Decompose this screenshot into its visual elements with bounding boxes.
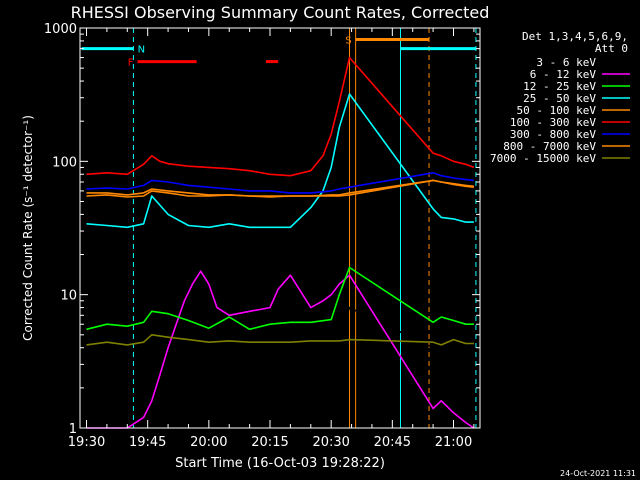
series-line-2	[86, 266, 474, 331]
legend-label-4: 50 - 100 keV	[517, 104, 597, 117]
x-axis-label: Start Time (16-Oct-03 19:28:22)	[175, 456, 385, 471]
series-line-6	[86, 172, 474, 194]
legend-label-3: 25 - 50 keV	[523, 92, 596, 105]
chart-title: RHESSI Observing Summary Count Rates, Co…	[71, 3, 490, 22]
legend-label-8: 7000 - 15000 keV	[490, 152, 596, 165]
legend-header-1: Att 0	[595, 42, 628, 55]
legend-label-6: 300 - 800 keV	[510, 128, 596, 141]
x-tick-label-0: 19:30	[68, 435, 105, 450]
y-tick-label-2: 100	[52, 155, 77, 170]
x-tick-label-1: 19:45	[129, 435, 166, 450]
plot-area: NF S	[81, 28, 477, 429]
series-line-7	[86, 179, 474, 197]
legend-label-5: 100 - 300 keV	[510, 116, 596, 129]
legend-header-0: Det 1,3,4,5,6,9,	[522, 30, 628, 43]
y-axis: 1 10 100 1000	[44, 22, 480, 437]
legend-label-0: 3 - 6 keV	[536, 56, 596, 69]
legend-label-2: 12 - 25 keV	[523, 80, 596, 93]
series-line-3	[86, 93, 474, 229]
series-line-5	[86, 56, 475, 177]
flag-label-0: N	[138, 45, 145, 56]
legend-label-1: 6 - 12 keV	[530, 68, 597, 81]
y-tick-label-1: 10	[60, 289, 77, 304]
x-tick-label-2: 20:00	[190, 435, 227, 450]
plot-frame	[79, 27, 481, 429]
series-line-8	[86, 333, 474, 346]
y-tick-label-3: 1000	[44, 22, 77, 37]
legend-label-7: 800 - 7000 keV	[503, 140, 596, 153]
x-tick-label-5: 20:45	[374, 435, 411, 450]
y-axis-label: Corrected Count Rate (s⁻¹ detector⁻¹)	[21, 115, 35, 341]
series-line-1	[86, 270, 475, 429]
flag-label-1: F	[128, 58, 134, 69]
footer-date: 24-Oct-2021 11:31	[560, 469, 636, 478]
flag-label-3: S	[345, 35, 351, 46]
x-tick-label-3: 20:15	[251, 435, 288, 450]
y-tick-label-0: 1	[69, 422, 77, 437]
x-tick-label-6: 21:00	[435, 435, 472, 450]
x-tick-label-4: 20:30	[312, 435, 349, 450]
x-axis: 19:30 19:45 20:00 20:15 20:30 20:45 21:00	[68, 28, 475, 450]
series-line-0	[86, 283, 475, 429]
